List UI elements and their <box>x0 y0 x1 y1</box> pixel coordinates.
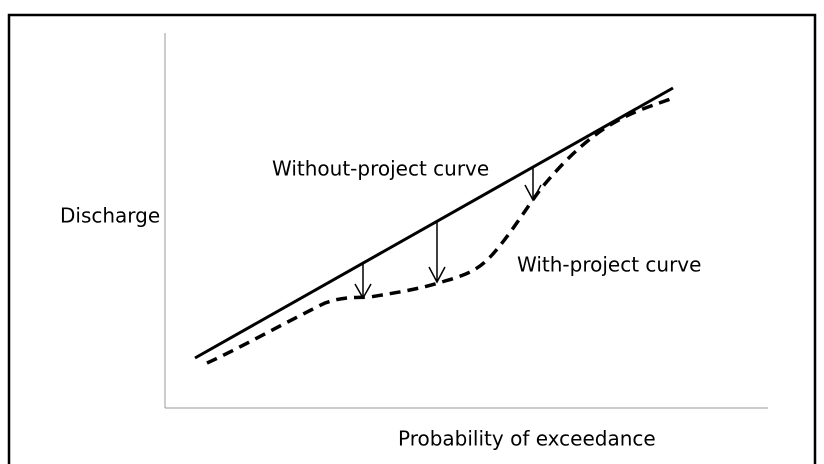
arrow-head <box>524 184 542 202</box>
y-axis-label: Discharge <box>60 204 160 228</box>
arrow-head <box>354 283 372 300</box>
without-project-curve <box>194 86 674 360</box>
curve-label: Without-project curve <box>272 157 489 181</box>
arrows <box>354 168 542 300</box>
arrow-head <box>428 266 446 284</box>
curve-label: With-project curve <box>517 253 701 277</box>
with-project-curve <box>206 96 674 365</box>
frame <box>7 13 817 464</box>
x-axis-label: Probability of exceedance <box>398 427 656 451</box>
